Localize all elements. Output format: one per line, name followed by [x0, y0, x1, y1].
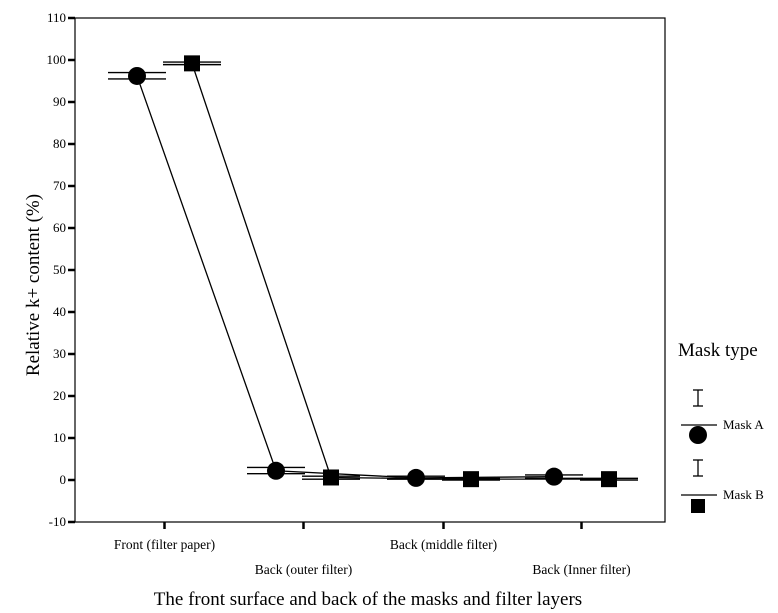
legend-entry: Mask B: [681, 459, 764, 513]
data-point-square: [601, 471, 617, 488]
y-tick-label: 90: [53, 94, 66, 109]
y-tick-label: 60: [53, 220, 66, 235]
y-tick-label: 80: [53, 136, 66, 151]
series-line: [191, 63, 609, 480]
data-point-square: [323, 469, 339, 486]
plot-border: [74, 17, 666, 523]
x-tick-label: Front (filter paper): [114, 537, 215, 552]
legend-entry: Mask A: [681, 389, 764, 444]
data-point-circle: [267, 461, 285, 480]
legend-circle-icon: [689, 426, 707, 444]
data-point-square: [184, 55, 200, 72]
legend-title: Mask type: [678, 340, 758, 361]
data-point-circle: [128, 66, 146, 85]
x-tick-label: Back (Inner filter): [532, 562, 630, 577]
x-tick-label: Back (middle filter): [390, 537, 497, 552]
plot-frame: [74, 17, 666, 523]
x-tick-label: Back (outer filter): [255, 562, 352, 577]
y-tick-label: 100: [47, 52, 67, 67]
x-axis-label: The front surface and back of the masks …: [154, 589, 582, 610]
series-line: [136, 75, 555, 479]
data-point-circle: [545, 467, 563, 486]
y-tick-label: 110: [47, 10, 66, 25]
legend-label: Mask B: [723, 487, 764, 502]
series-mask-a: [108, 66, 583, 487]
y-tick-label: 20: [53, 388, 66, 403]
legend-label: Mask A: [723, 417, 764, 432]
legend-square-icon: [691, 499, 705, 513]
y-tick-label: 30: [53, 346, 66, 361]
y-tick-label: 70: [53, 178, 66, 193]
legend: Mask type Mask A Mask B: [678, 340, 764, 513]
x-axis: Front (filter paper) Back (outer filter) B…: [114, 522, 631, 577]
series-layer: [108, 55, 638, 488]
y-tick-label: -10: [49, 514, 66, 529]
y-tick-label: 0: [60, 472, 67, 487]
data-point-square: [463, 471, 479, 488]
y-tick-label: 40: [53, 304, 66, 319]
y-axis: -10 0 10 20 30 40 50 60 70 80 90 100 110: [47, 10, 75, 529]
y-tick-label: 10: [53, 430, 66, 445]
y-tick-label: 50: [53, 262, 66, 277]
y-axis-label: Relative k+ content (%): [23, 194, 44, 376]
series-mask-b: [163, 55, 638, 488]
